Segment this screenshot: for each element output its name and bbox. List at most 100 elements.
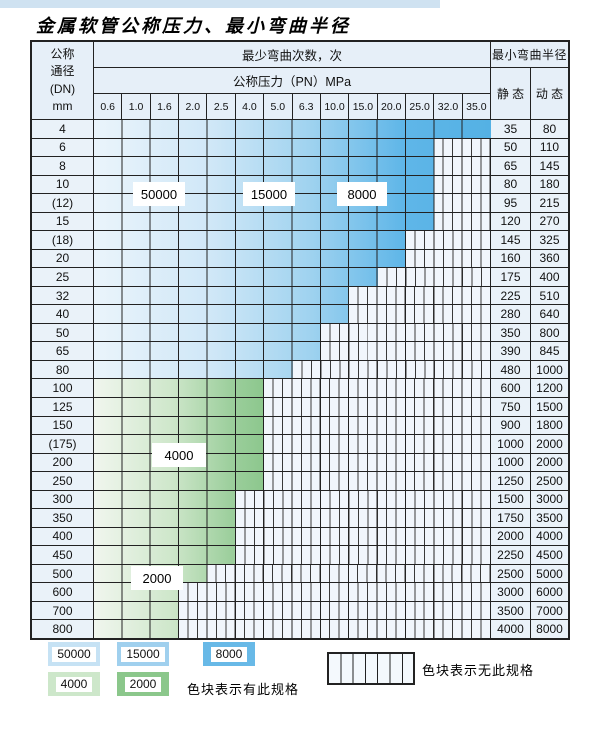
dynamic-radius-cell: 1500 [531,397,568,416]
pressure-value-cell: 20.0 [378,94,406,119]
available-zone [94,286,350,305]
dynamic-radius-cell: 4000 [531,527,568,546]
table-row: 4 35 80 [32,120,568,139]
table-row: 200 1000 2000 [32,453,568,473]
available-zone [94,305,350,323]
static-radius-cell: 95 [491,194,531,212]
dn-cell: 20 [32,249,94,268]
dynamic-radius-cell: 2500 [531,472,568,490]
no-spec-zone [434,157,490,175]
static-radius-cell: 1250 [491,472,531,490]
static-radius-cell: 4000 [491,620,531,638]
bend-cycles-label: 15000 [243,182,295,206]
table-row: 8 65 145 [32,157,568,176]
availability-grid [94,212,491,231]
no-spec-zone [264,453,490,472]
legend-swatch: 2000 [117,672,169,696]
table-row: 25 175 400 [32,268,568,287]
table-row: 250 1250 2500 [32,472,568,491]
available-zone [94,120,491,138]
available-zone [94,268,378,286]
dynamic-radius-cell: 400 [531,268,568,286]
table-row: 50 350 800 [32,323,568,343]
dynamic-radius-cell: 270 [531,212,568,231]
dn-cell: 100 [32,379,94,397]
dn-cell: 350 [32,509,94,527]
legend-swatch: 8000 [203,642,255,666]
available-zone [94,546,236,564]
dn-header-line: mm [52,98,73,113]
available-zone [94,379,265,397]
nominal-pressure-header: 公称压力（PN）MPa [94,68,490,94]
no-spec-zone [405,249,490,268]
pressure-value-cell: 6.3 [293,94,321,119]
header-right: 最小弯曲半径 静 态 动 态 [491,42,568,119]
pressure-value-cell: 35.0 [466,100,487,113]
dynamic-radius-cell: 6000 [531,583,568,601]
spec-table: 公称 通径 (DN) mm 最少弯曲次数，次 公称压力（PN）MPa 0.6 1.0 1.… [30,40,570,640]
dn-cell: 125 [32,397,94,416]
bend-cycles-header: 最少弯曲次数，次 [94,42,490,68]
no-spec-zone [235,546,490,564]
dynamic-radius-cell: 800 [531,323,568,342]
pressure-value-cell: 2.5 [207,94,236,119]
dn-cell: 25 [32,268,94,286]
bend-cycles-label: 4000 [152,443,206,467]
no-spec-zone [235,509,490,527]
dn-cell: 150 [32,416,94,435]
dynamic-radius-cell: 845 [531,342,568,360]
static-radius-cell: 1500 [491,490,531,509]
static-dynamic-headers: 静 态 动 态 [491,68,568,119]
dn-cell: 80 [32,360,94,379]
available-zone [94,527,236,546]
dynamic-radius-cell: 80 [531,120,568,138]
dynamic-radius-cell: 3000 [531,490,568,509]
legend-swatch-label: 4000 [55,676,93,692]
dynamic-radius-cell: 640 [531,305,568,323]
no-spec-zone [235,527,490,546]
no-spec-zone [264,472,490,490]
pressure-value-cell: 10.0 [321,94,350,119]
legend-swatch-label: 8000 [210,646,248,662]
dynamic-radius-cell: 7000 [531,601,568,620]
pressure-value-cell: 25.0 [406,94,435,119]
static-radius-cell: 900 [491,416,531,435]
legend-swatch: 4000 [48,672,100,696]
page-title: 金属软管公称压力、最小弯曲半径 [36,16,351,37]
dynamic-radius-cell: 180 [531,175,568,194]
static-radius-cell: 145 [491,231,531,249]
dynamic-radius-cell: 5000 [531,564,568,583]
dynamic-radius-cell: 1200 [531,379,568,397]
bend-radius-header: 最小弯曲半径 [491,42,568,68]
legend-swatch: 15000 [117,642,169,666]
static-radius-cell: 350 [491,323,531,342]
available-zone [94,138,435,157]
available-zone [94,620,180,638]
bend-cycles-label: 8000 [337,182,387,206]
pressure-value-cell: 4.0 [236,94,265,119]
no-spec-zone [434,194,490,212]
table-row: 400 2000 4000 [32,527,568,547]
availability-grid [94,546,491,564]
dn-header-cell: 公称 通径 (DN) mm [32,42,94,119]
dynamic-radius-cell: 2000 [531,453,568,472]
static-radius-cell: 65 [491,157,531,175]
table-row: 32 225 510 [32,286,568,306]
static-radius-cell: 2500 [491,564,531,583]
dn-cell: 50 [32,323,94,342]
no-spec-zone [235,490,490,509]
static-radius-cell: 120 [491,212,531,231]
top-strip [0,0,440,8]
availability-grid [94,490,491,509]
pressure-value-cell: 5.0 [264,94,293,119]
no-spec-zone [349,286,490,305]
table-row: 150 900 1800 [32,416,568,436]
dynamic-radius-cell: 1800 [531,416,568,435]
legend-has-spec-text: 色块表示有此规格 [187,682,300,697]
table-row: 450 2250 4500 [32,546,568,565]
no-spec-zone [349,305,490,323]
legend-swatch: 50000 [48,642,100,666]
no-spec-zone [179,601,490,620]
static-radius-cell: 1000 [491,435,531,453]
